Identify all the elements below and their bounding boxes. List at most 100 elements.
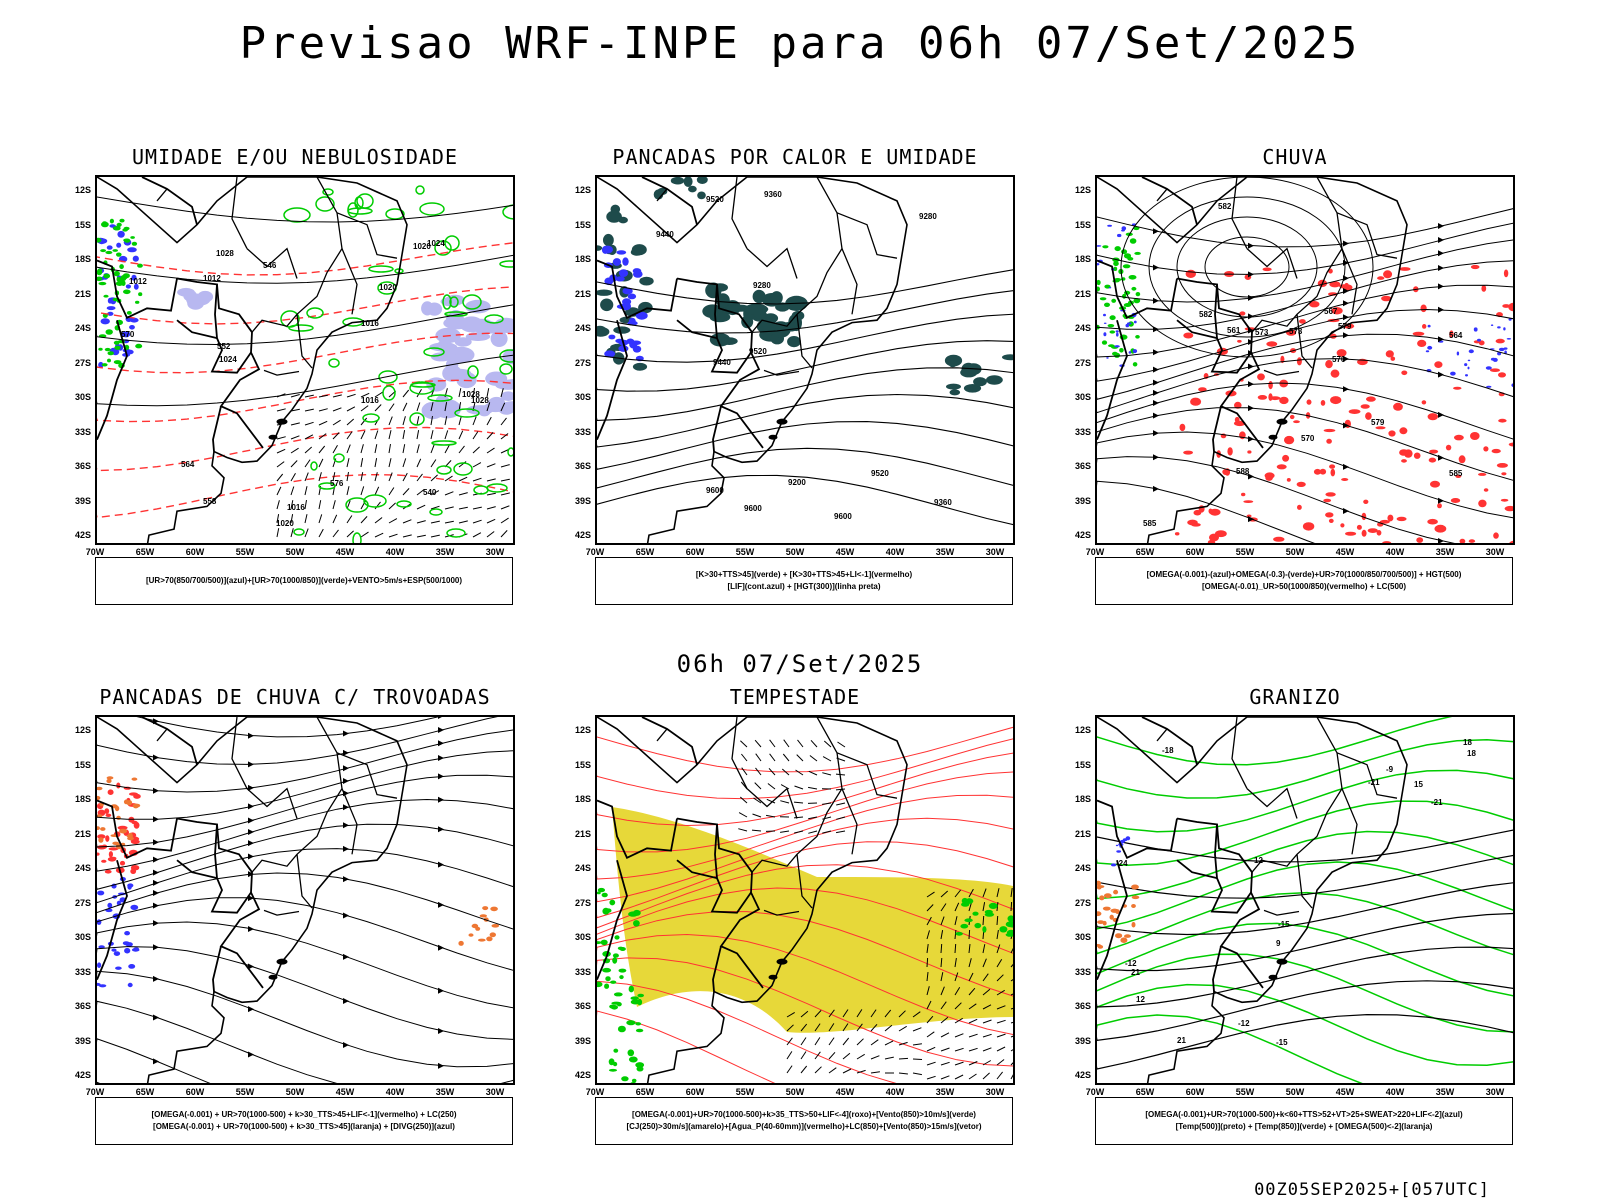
legend-line: [OMEGA(-0.01)_UR>50(1000/850)(vermelho) … xyxy=(1201,582,1407,591)
longitude-tick-label: 35W xyxy=(1435,1087,1455,1097)
longitude-tick-label: 30W xyxy=(985,547,1005,557)
contour-label: -12 xyxy=(1238,1019,1250,1028)
contour-label: 570 xyxy=(1301,434,1315,443)
latitude-tick-label: 24S xyxy=(574,863,591,873)
humidity-green-contours xyxy=(280,185,513,543)
longitude-tick-label: 60W xyxy=(185,1087,205,1097)
latitude-tick-label: 36S xyxy=(74,461,91,471)
rain-red-area xyxy=(1174,264,1513,543)
contour-labels: -9 -12 -12 -15 -15 -18 -21 -21 -24 15 18 18 21 21 12 12… xyxy=(1116,738,1476,1047)
latitude-tick-label: 24S xyxy=(1074,863,1091,873)
humidity-lilac-area xyxy=(177,287,214,310)
map-panel: UMIDADE E/OU NEBULOSIDADE 1012 1012 1016 101… xyxy=(55,145,535,615)
contour-label: 573 xyxy=(1289,327,1303,336)
panel-legend: [OMEGA(-0.001) + UR>70(1000-500) + k>30_… xyxy=(95,1097,513,1145)
contour-label: 1016 xyxy=(361,396,379,405)
contour-label: -18 xyxy=(1162,746,1174,755)
latitude-tick-label: 24S xyxy=(74,863,91,873)
latitude-tick-label: 39S xyxy=(1074,1035,1091,1046)
basemap-borders xyxy=(1097,177,1408,543)
legend-line: [OMEGA(-0.001) + UR>70(1000-500) + k>30_… xyxy=(153,1122,455,1131)
map-panel: GRANIZO -9 -12 -12 -15 -15 -18 -21 -21 -24 15 18 18 2… xyxy=(1055,685,1535,1155)
longitude-tick-label: 45W xyxy=(335,1087,355,1097)
latitude-tick-label: 12S xyxy=(74,725,91,735)
contour-label: 585 xyxy=(1449,469,1463,478)
latitude-tick-label: 27S xyxy=(74,357,91,368)
longitude-tick-label: 35W xyxy=(935,1087,955,1097)
panel-title: UMIDADE E/OU NEBULOSIDADE xyxy=(131,145,459,169)
contour-label: -9 xyxy=(1386,765,1394,774)
map-frame: 585 585 582 582 579 579 576 573 573 570 567 564 561 5… xyxy=(1095,175,1515,545)
latitude-tick-label: 33S xyxy=(1074,966,1091,977)
map-panel: PANCADAS DE CHUVA C/ TROVOADAS 12S 15S 18S 2… xyxy=(55,685,535,1155)
contour-label: 564 xyxy=(1449,331,1463,340)
contour-label: 561 xyxy=(1227,326,1241,335)
contour-label: -21 xyxy=(1431,798,1443,807)
contour-label: 552 xyxy=(217,342,231,351)
latitude-tick-label: 33S xyxy=(574,966,591,977)
latitude-tick-label: 30S xyxy=(574,392,591,402)
contour-label: 1016 xyxy=(361,319,379,328)
longitude-tick-label: 40W xyxy=(885,1087,905,1097)
contour-label: 21 xyxy=(1131,968,1140,977)
latitude-tick-label: 36S xyxy=(574,1001,591,1011)
longitude-tick-label: 60W xyxy=(185,547,205,557)
longitude-tick-label: 60W xyxy=(1185,547,1205,557)
basemap-borders xyxy=(1097,717,1408,1083)
longitude-tick-label: 70W xyxy=(585,1087,605,1097)
longitude-tick-label: 50W xyxy=(785,1087,805,1097)
panel-title: PANCADAS DE CHUVA C/ TROVOADAS xyxy=(99,685,491,709)
latitude-tick-label: 42S xyxy=(574,530,591,540)
latitude-tick-label: 36S xyxy=(1074,1001,1091,1011)
main-title: Previsao WRF-INPE para 06h 07/Set/2025 xyxy=(239,18,1361,69)
contour-label: 576 xyxy=(330,479,344,488)
longitude-tick-label: 50W xyxy=(785,547,805,557)
longitude-tick-label: 60W xyxy=(685,547,705,557)
latitude-tick-label: 12S xyxy=(574,185,591,195)
legend-line: [UR>70(850/700/500)](azul)+[UR>70(1000/8… xyxy=(145,576,463,585)
longitude-tick-label: 50W xyxy=(285,1087,305,1097)
contour-label: 9360 xyxy=(764,190,782,199)
latitude-tick-label: 30S xyxy=(574,932,591,942)
latitude-tick-label: 27S xyxy=(1074,897,1091,908)
contour-label: 573 xyxy=(1255,328,1269,337)
latitude-tick-label: 27S xyxy=(74,897,91,908)
legend-line: [OMEGA(-0.001)+UR>70(1000-500)+k<60+TTS>… xyxy=(1145,1110,1463,1119)
longitude-tick-label: 40W xyxy=(385,1087,405,1097)
wind850-green-area xyxy=(955,897,1013,937)
contour-label: 15 xyxy=(1414,780,1423,789)
longitude-tick-label: 45W xyxy=(335,547,355,557)
forecast-time-title: 06h 07/Set/2025 xyxy=(676,650,924,678)
panel-legend: [OMEGA(-0.001)+UR>70(1000-500)+k<60+TTS>… xyxy=(1095,1097,1513,1145)
longitude-tick-label: 30W xyxy=(485,1087,505,1097)
longitude-tick-label: 50W xyxy=(285,547,305,557)
longitude-tick-label: 45W xyxy=(1335,1087,1355,1097)
longitude-tick-label: 30W xyxy=(1485,1087,1505,1097)
panel-title: GRANIZO xyxy=(1249,685,1341,709)
latitude-tick-label: 27S xyxy=(1074,357,1091,368)
map-canvas xyxy=(597,717,1013,1083)
longitude-tick-label: 45W xyxy=(835,547,855,557)
latitude-tick-label: 42S xyxy=(1074,1070,1091,1080)
longitude-tick-label: 55W xyxy=(735,547,755,557)
longitude-tick-label: 65W xyxy=(135,1087,155,1097)
contour-label: 1020 xyxy=(276,519,294,528)
contour-label: 9440 xyxy=(656,230,674,239)
latitude-tick-label: 42S xyxy=(1074,530,1091,540)
latitude-tick-label: 18S xyxy=(574,794,591,804)
wind850-vectors xyxy=(786,1009,923,1076)
panel-title: CHUVA xyxy=(1262,145,1328,169)
lc850-red-streamlines xyxy=(597,726,1013,1083)
latitude-tick-label: 12S xyxy=(74,185,91,195)
longitude-tick-label: 60W xyxy=(685,1087,705,1097)
latitude-tick-label: 33S xyxy=(1074,426,1091,437)
latitude-tick-label: 39S xyxy=(74,1035,91,1046)
longitude-tick-label: 35W xyxy=(435,1087,455,1097)
contour-label: 1012 xyxy=(203,274,221,283)
longitude-tick-label: 70W xyxy=(1085,547,1105,557)
jet-yellow-area xyxy=(612,807,1013,1033)
wind850-vectors xyxy=(926,888,1013,1080)
latitude-tick-label: 30S xyxy=(1074,932,1091,942)
panel-legend: [UR>70(850/700/500)](azul)+[UR>70(1000/8… xyxy=(95,557,513,605)
contour-label: 540 xyxy=(423,488,437,497)
